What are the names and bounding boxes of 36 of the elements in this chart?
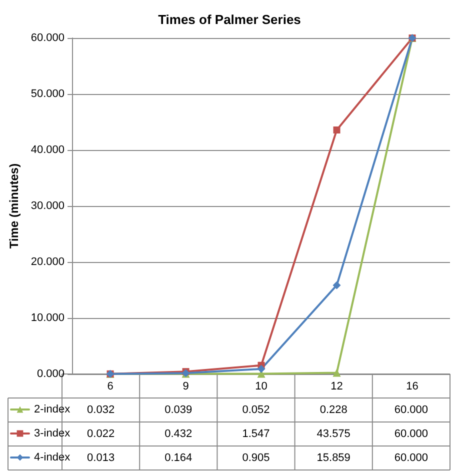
y-tick-label: 20.000 — [30, 256, 65, 268]
data-label: 0.228 — [320, 404, 348, 416]
y-tick-label: 40.000 — [30, 144, 65, 156]
legend-label: 3-index — [34, 428, 71, 440]
data-label: 60.000 — [394, 452, 428, 464]
data-label: 0.022 — [87, 428, 115, 440]
data-label: 0.039 — [164, 404, 192, 416]
y-axis-title: Time (minutes) — [7, 163, 21, 249]
y-tick-label: 60.000 — [30, 32, 65, 44]
data-label: 0.432 — [164, 428, 192, 440]
x-tick-label: 10 — [255, 380, 268, 392]
y-tick-label: 10.000 — [30, 312, 65, 324]
data-label: 60.000 — [394, 428, 428, 440]
data-label: 0.052 — [242, 404, 270, 416]
point — [257, 364, 266, 373]
legend-label: 4-index — [34, 452, 71, 464]
point — [333, 126, 340, 134]
x-tick-label: 6 — [107, 380, 114, 392]
data-label: 0.164 — [164, 452, 192, 464]
y-tick-label: 30.000 — [30, 200, 65, 212]
data-label: 43.575 — [316, 428, 350, 440]
y-tick-label: 50.000 — [30, 88, 65, 100]
y-tick-label: 0.000 — [37, 368, 65, 380]
data-label: 0.032 — [87, 404, 115, 416]
legend-label: 2-index — [34, 404, 71, 416]
data-label: 0.905 — [242, 452, 270, 464]
point — [332, 368, 341, 377]
data-label: 0.013 — [87, 452, 115, 464]
x-tick-label: 16 — [406, 380, 418, 392]
data-label: 1.547 — [242, 428, 270, 440]
data-label: 15.859 — [316, 452, 350, 464]
point — [332, 281, 341, 290]
x-tick-label: 12 — [330, 380, 343, 392]
x-tick-label: 9 — [182, 380, 189, 392]
chart-title: Times of Palmer Series — [158, 12, 301, 27]
data-label: 60.000 — [394, 404, 428, 416]
